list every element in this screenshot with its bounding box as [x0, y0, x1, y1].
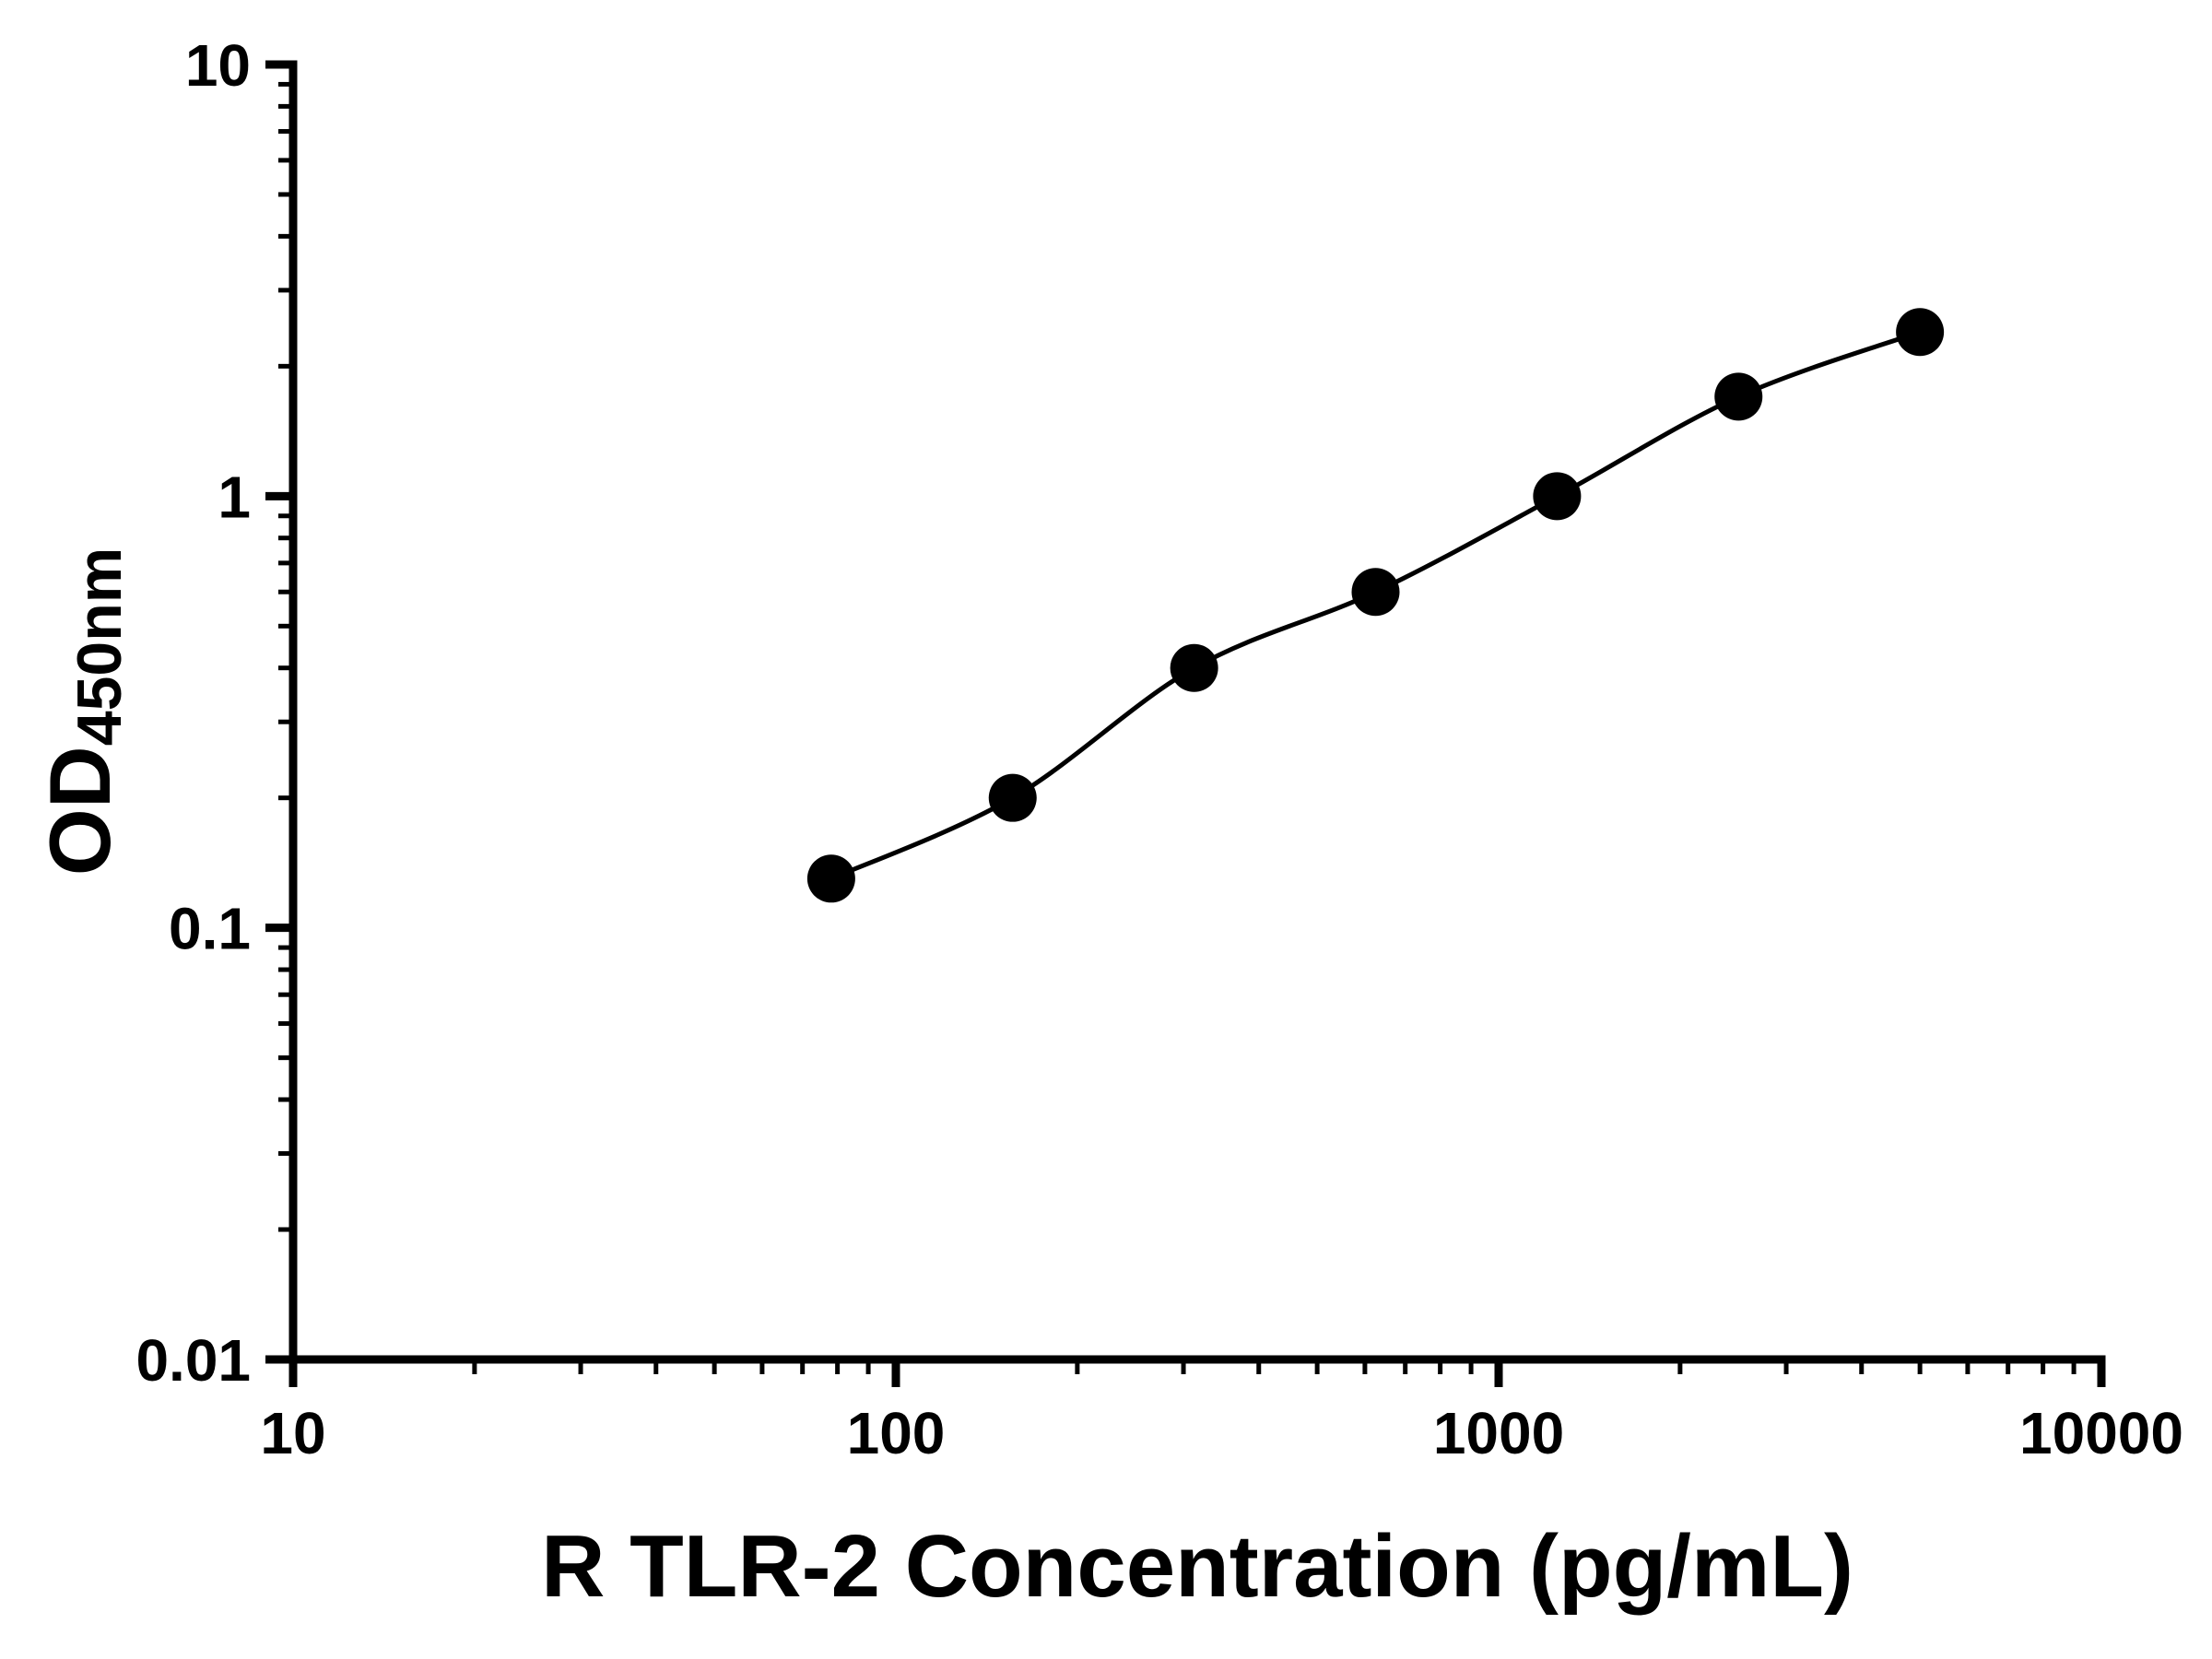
- data-point-marker: [1170, 643, 1218, 692]
- data-point-marker: [1896, 308, 1945, 357]
- data-point-marker: [806, 854, 855, 903]
- data-point-marker: [1533, 472, 1582, 521]
- x-tick-label: 10000: [2019, 1400, 2183, 1466]
- y-tick-label: 10: [185, 32, 251, 99]
- x-tick-label: 10: [260, 1400, 325, 1466]
- x-tick-label: 1000: [1433, 1400, 1564, 1466]
- y-tick-label: 0.01: [135, 1327, 251, 1394]
- y-tick-label: 0.1: [169, 896, 251, 962]
- axis-spines: [288, 60, 2106, 1364]
- x-axis-title: R TLR-2 Concentration (pg/mL): [541, 1517, 1853, 1616]
- data-point-marker: [1714, 372, 1763, 421]
- x-tick-label: 100: [847, 1400, 946, 1466]
- y-axis-title-main: OD: [30, 746, 128, 877]
- data-point-marker: [1351, 568, 1400, 617]
- data-point-marker: [988, 773, 1037, 822]
- y-axis-title: OD450nm: [30, 547, 135, 876]
- y-axis-title-subscript: 450nm: [65, 547, 135, 747]
- y-tick-label: 1: [218, 464, 251, 530]
